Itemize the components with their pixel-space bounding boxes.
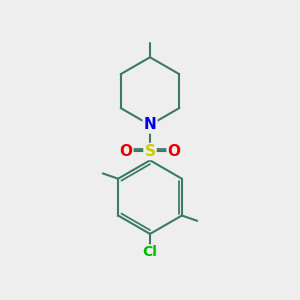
- Text: O: O: [119, 144, 132, 159]
- Text: Cl: Cl: [142, 245, 158, 260]
- Text: O: O: [168, 144, 181, 159]
- Text: S: S: [145, 144, 155, 159]
- Text: N: N: [144, 118, 156, 133]
